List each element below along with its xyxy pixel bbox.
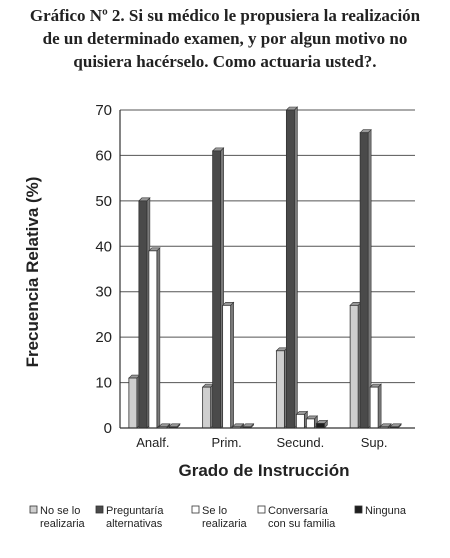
- legend-label: con su familia: [268, 518, 336, 530]
- y-tick-label: 50: [95, 193, 112, 210]
- legend-label: Preguntaría: [106, 505, 164, 517]
- x-tick-label: Sup.: [361, 435, 388, 450]
- bar-front: [202, 386, 212, 429]
- chart-title-line-3: quisiera hacérselo. Como actuaria usted?…: [73, 52, 377, 71]
- bar: [201, 383, 215, 429]
- legend-label: Se lo: [202, 505, 227, 517]
- bar-side: [294, 106, 298, 429]
- bar: [389, 423, 402, 429]
- bar: [138, 197, 151, 429]
- y-axis-label: Frecuencia Relativa (%): [23, 177, 42, 368]
- bar-front: [305, 418, 315, 429]
- x-tick-label: Analf.: [136, 435, 169, 450]
- bar: [379, 423, 392, 429]
- bar-front: [138, 200, 148, 429]
- bar: [359, 128, 372, 429]
- bar: [369, 383, 382, 429]
- bar-front: [369, 386, 379, 429]
- bars: [128, 106, 402, 429]
- bar: [349, 301, 362, 429]
- bar-front: [359, 132, 369, 429]
- x-tick-label: Secund.: [277, 435, 325, 450]
- legend-swatch: [354, 505, 363, 514]
- legend-label: alternativas: [106, 518, 163, 530]
- bar: [221, 301, 235, 429]
- bar-front: [128, 377, 138, 429]
- bar-side: [230, 301, 234, 429]
- chart-title: Gráfico Nº 2. Si su médico le propusiera…: [0, 4, 450, 73]
- legend-label: realizaria: [202, 518, 248, 530]
- y-tick-label: 30: [95, 284, 112, 301]
- chart-title-line-2: de un determinado examen, y por algun mo…: [42, 29, 408, 48]
- legend-label: Conversaría: [268, 505, 329, 517]
- legend-swatch: [29, 505, 38, 514]
- bar-side: [367, 128, 372, 429]
- y-tick-label: 10: [95, 375, 112, 392]
- y-tick-label: 20: [95, 329, 112, 346]
- bar: [295, 410, 309, 429]
- y-tick-label: 60: [95, 147, 112, 164]
- bar-front: [295, 413, 305, 429]
- legend: No se lorealizariaPreguntaríaalternativa…: [29, 505, 407, 530]
- bar-front: [275, 350, 285, 429]
- legend-label: realizaria: [40, 518, 86, 530]
- y-tick-label: 0: [104, 420, 112, 437]
- y-tick-labels: 0 10 20 30 40 50 60 70: [95, 102, 112, 437]
- bar: [128, 374, 141, 429]
- bar-front: [148, 250, 158, 429]
- legend-swatch: [191, 505, 200, 514]
- x-axis-label: Grado de Instrucción: [179, 461, 350, 480]
- bar-side: [377, 383, 382, 429]
- bar: [168, 423, 181, 429]
- bar: [275, 347, 289, 429]
- bar: [211, 147, 225, 429]
- bar: [241, 423, 255, 429]
- bar: [285, 106, 299, 429]
- y-tick-label: 40: [95, 238, 112, 255]
- bar-front: [285, 109, 295, 429]
- legend-label: Ninguna: [365, 505, 407, 517]
- chart-title-line-1: Gráfico Nº 2. Si su médico le propusiera…: [29, 6, 421, 25]
- bar: [148, 247, 161, 429]
- x-tick-label: Prim.: [211, 435, 241, 450]
- legend-swatch: [257, 505, 266, 514]
- bar-front: [315, 423, 325, 429]
- legend-label: No se lo: [40, 505, 80, 517]
- bar: [158, 423, 171, 429]
- bar: [305, 415, 319, 429]
- legend-item: Ninguna: [354, 505, 407, 517]
- y-tick-label: 70: [95, 102, 112, 119]
- bar-front: [349, 304, 359, 429]
- bar-side: [156, 247, 161, 429]
- bar-front: [222, 304, 232, 429]
- x-tick-labels: Analf. Prim. Secund. Sup.: [136, 435, 387, 450]
- legend-swatch: [95, 505, 104, 514]
- bar: [315, 419, 329, 429]
- bar: [231, 423, 245, 429]
- bar-front: [212, 150, 222, 429]
- axes: [119, 110, 415, 429]
